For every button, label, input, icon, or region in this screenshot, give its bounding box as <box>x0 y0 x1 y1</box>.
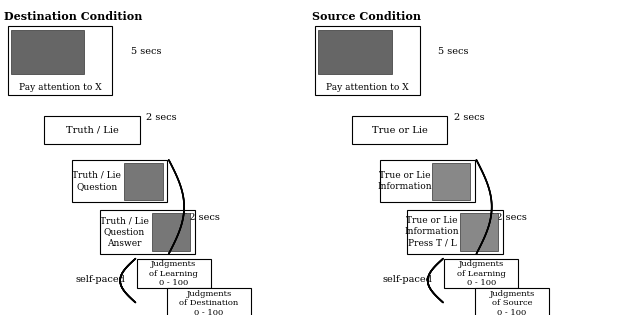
FancyBboxPatch shape <box>7 27 112 95</box>
Text: 2 secs: 2 secs <box>146 113 177 122</box>
Text: 5 secs: 5 secs <box>130 47 161 56</box>
Text: 5 secs: 5 secs <box>438 47 468 56</box>
FancyBboxPatch shape <box>124 163 163 200</box>
FancyBboxPatch shape <box>315 27 420 95</box>
FancyBboxPatch shape <box>152 213 190 251</box>
Text: Truth / Lie
Question
Answer: Truth / Lie Question Answer <box>100 216 149 247</box>
Text: Judgments
of Destination
0 - 100: Judgments of Destination 0 - 100 <box>179 290 239 317</box>
Text: Pay attention to X: Pay attention to X <box>19 83 101 92</box>
Text: self-paced: self-paced <box>75 274 125 283</box>
FancyBboxPatch shape <box>444 259 518 288</box>
FancyBboxPatch shape <box>72 160 167 202</box>
Text: Source Condition: Source Condition <box>312 11 421 22</box>
Text: 12 secs: 12 secs <box>183 213 220 222</box>
Text: 2 secs: 2 secs <box>454 113 484 122</box>
Text: True or Lie: True or Lie <box>372 126 428 134</box>
FancyBboxPatch shape <box>44 116 140 144</box>
FancyBboxPatch shape <box>475 288 549 318</box>
Text: Judgments
of Learning
0 - 100: Judgments of Learning 0 - 100 <box>149 260 198 287</box>
Text: True or Lie
Information: True or Lie Information <box>377 171 431 191</box>
FancyBboxPatch shape <box>137 259 211 288</box>
FancyBboxPatch shape <box>352 116 447 144</box>
FancyBboxPatch shape <box>407 210 503 254</box>
FancyBboxPatch shape <box>460 213 498 251</box>
Text: Truth / Lie
Question: Truth / Lie Question <box>72 171 121 191</box>
Text: 12 secs: 12 secs <box>491 213 527 222</box>
FancyBboxPatch shape <box>318 30 392 74</box>
Text: Truth / Lie: Truth / Lie <box>66 126 119 134</box>
FancyBboxPatch shape <box>379 160 475 202</box>
FancyBboxPatch shape <box>100 210 195 254</box>
Text: True or Lie
Information
Press T / L: True or Lie Information Press T / L <box>405 216 459 247</box>
Text: Judgments
of Learning
0 - 100: Judgments of Learning 0 - 100 <box>457 260 506 287</box>
FancyBboxPatch shape <box>432 163 470 200</box>
Text: Destination Condition: Destination Condition <box>4 11 143 22</box>
FancyBboxPatch shape <box>167 288 250 318</box>
Text: Judgments
of Source
0 - 100: Judgments of Source 0 - 100 <box>489 290 535 317</box>
FancyBboxPatch shape <box>11 30 85 74</box>
Text: self-paced: self-paced <box>383 274 433 283</box>
Text: Pay attention to X: Pay attention to X <box>326 83 408 92</box>
